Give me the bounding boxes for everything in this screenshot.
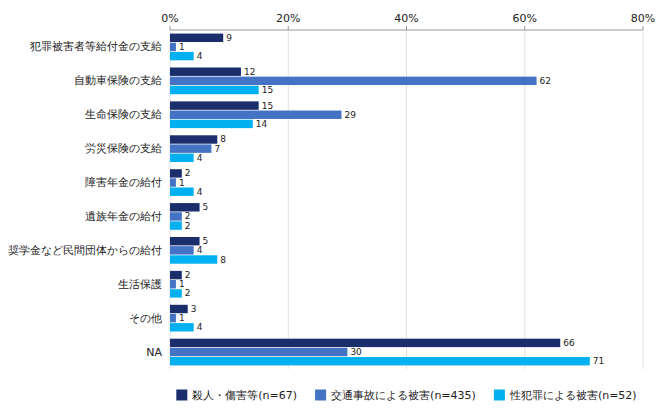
data-label: 1: [179, 279, 185, 289]
bar: [170, 67, 241, 75]
bar: [170, 169, 182, 177]
legend-item: 殺人・傷害等(n=67): [176, 389, 297, 402]
category-label: NA: [146, 346, 162, 359]
data-label: 15: [262, 85, 273, 95]
bar: [170, 255, 217, 263]
bar: [170, 339, 560, 347]
data-label: 7: [214, 144, 220, 154]
data-label: 30: [350, 347, 362, 357]
bars: [170, 34, 590, 366]
data-label: 2: [185, 221, 191, 231]
bar: [170, 305, 188, 313]
tick-label: 20%: [276, 12, 300, 25]
bar: [170, 111, 341, 119]
tick-label: 0%: [161, 12, 178, 25]
data-label: 5: [203, 236, 209, 246]
legend-swatch: [176, 390, 187, 401]
tick-mark: [524, 26, 525, 30]
grid: [170, 30, 643, 369]
bar: [170, 289, 182, 297]
legend-label: 殺人・傷害等(n=67): [192, 389, 297, 402]
bar: [170, 203, 200, 211]
category-label: その他: [129, 312, 162, 325]
data-label: 8: [220, 255, 226, 265]
bar: [170, 357, 590, 365]
bar: [170, 135, 217, 143]
data-label: 14: [256, 119, 268, 129]
bar: [170, 237, 200, 245]
category-label: 生命保険の支給: [85, 108, 162, 121]
data-label: 66: [563, 338, 575, 348]
tick-mark: [643, 26, 644, 30]
data-label: 15: [262, 101, 273, 111]
category-label: 犯罪被害者等給付金の支給: [30, 40, 162, 53]
data-label: 5: [203, 202, 209, 212]
data-label: 1: [179, 313, 185, 323]
bar: [170, 178, 176, 186]
data-label: 1: [179, 178, 185, 188]
bar: [170, 52, 194, 60]
category-label: 奨学金など民間団体からの給付: [8, 244, 162, 257]
legend: 殺人・傷害等(n=67) 交通事故による被害(n=435) 性犯罪による被害(n=5…: [176, 389, 636, 402]
data-label: 8: [220, 134, 226, 144]
legend-label: 性犯罪による被害(n=52): [509, 389, 637, 402]
data-label: 2: [185, 270, 191, 280]
bar: [170, 280, 176, 288]
data-label: 4: [197, 322, 203, 332]
bar: [170, 43, 176, 51]
bar: [170, 34, 223, 42]
bar: [170, 187, 194, 195]
legend-item: 性犯罪による被害(n=52): [494, 389, 637, 402]
bar: [170, 154, 194, 162]
grid-line: [643, 30, 644, 369]
data-label: 2: [185, 168, 191, 178]
tick-label: 40%: [394, 12, 418, 25]
category-label: 障害年金の給付: [85, 176, 162, 189]
bar: [170, 323, 194, 331]
legend-label: 交通事故による被害(n=435): [331, 389, 476, 402]
tick-label: 80%: [631, 12, 655, 25]
data-labels: 912158255236616229712411304151444282471: [179, 33, 604, 366]
bar: [170, 271, 182, 279]
data-label: 4: [197, 245, 203, 255]
bar: [170, 120, 253, 128]
bar: [170, 348, 347, 356]
bar: [170, 221, 182, 229]
tick-mark: [288, 26, 289, 30]
category-label: 自動車保険の支給: [74, 74, 162, 87]
data-label: 2: [185, 288, 191, 298]
chart: 0% 20% 40% 60% 80% 犯罪被害者等給付金の支給自動車保険の支給生命保険の支…: [0, 0, 671, 413]
category-label: 労災保険の支給: [85, 142, 162, 155]
data-label: 71: [593, 356, 604, 366]
legend-item: 交通事故による被害(n=435): [315, 389, 476, 402]
bar: [170, 144, 211, 152]
category-label: 遺族年金の給付: [85, 210, 162, 223]
y-axis: 犯罪被害者等給付金の支給自動車保険の支給生命保険の支給労災保険の支給障害年金の給…: [8, 40, 162, 358]
legend-swatch: [494, 390, 505, 401]
tick-mark: [170, 26, 171, 30]
axis-line: [170, 30, 643, 31]
data-label: 12: [244, 67, 255, 77]
data-label: 4: [197, 153, 203, 163]
data-label: 29: [344, 110, 356, 120]
tick-label: 60%: [513, 12, 537, 25]
data-label: 9: [226, 33, 232, 43]
category-label: 生活保護: [118, 278, 162, 291]
data-label: 62: [540, 76, 551, 86]
bar: [170, 101, 259, 109]
data-label: 4: [197, 51, 203, 61]
tick-mark: [406, 26, 407, 30]
bar: [170, 86, 259, 94]
legend-swatch: [315, 390, 326, 401]
bar: [170, 212, 182, 220]
bar: [170, 246, 194, 254]
data-label: 3: [191, 304, 197, 314]
bar: [170, 77, 537, 85]
x-axis: 0% 20% 40% 60% 80%: [161, 12, 655, 30]
data-label: 4: [197, 187, 203, 197]
bar: [170, 314, 176, 322]
data-label: 1: [179, 42, 185, 52]
